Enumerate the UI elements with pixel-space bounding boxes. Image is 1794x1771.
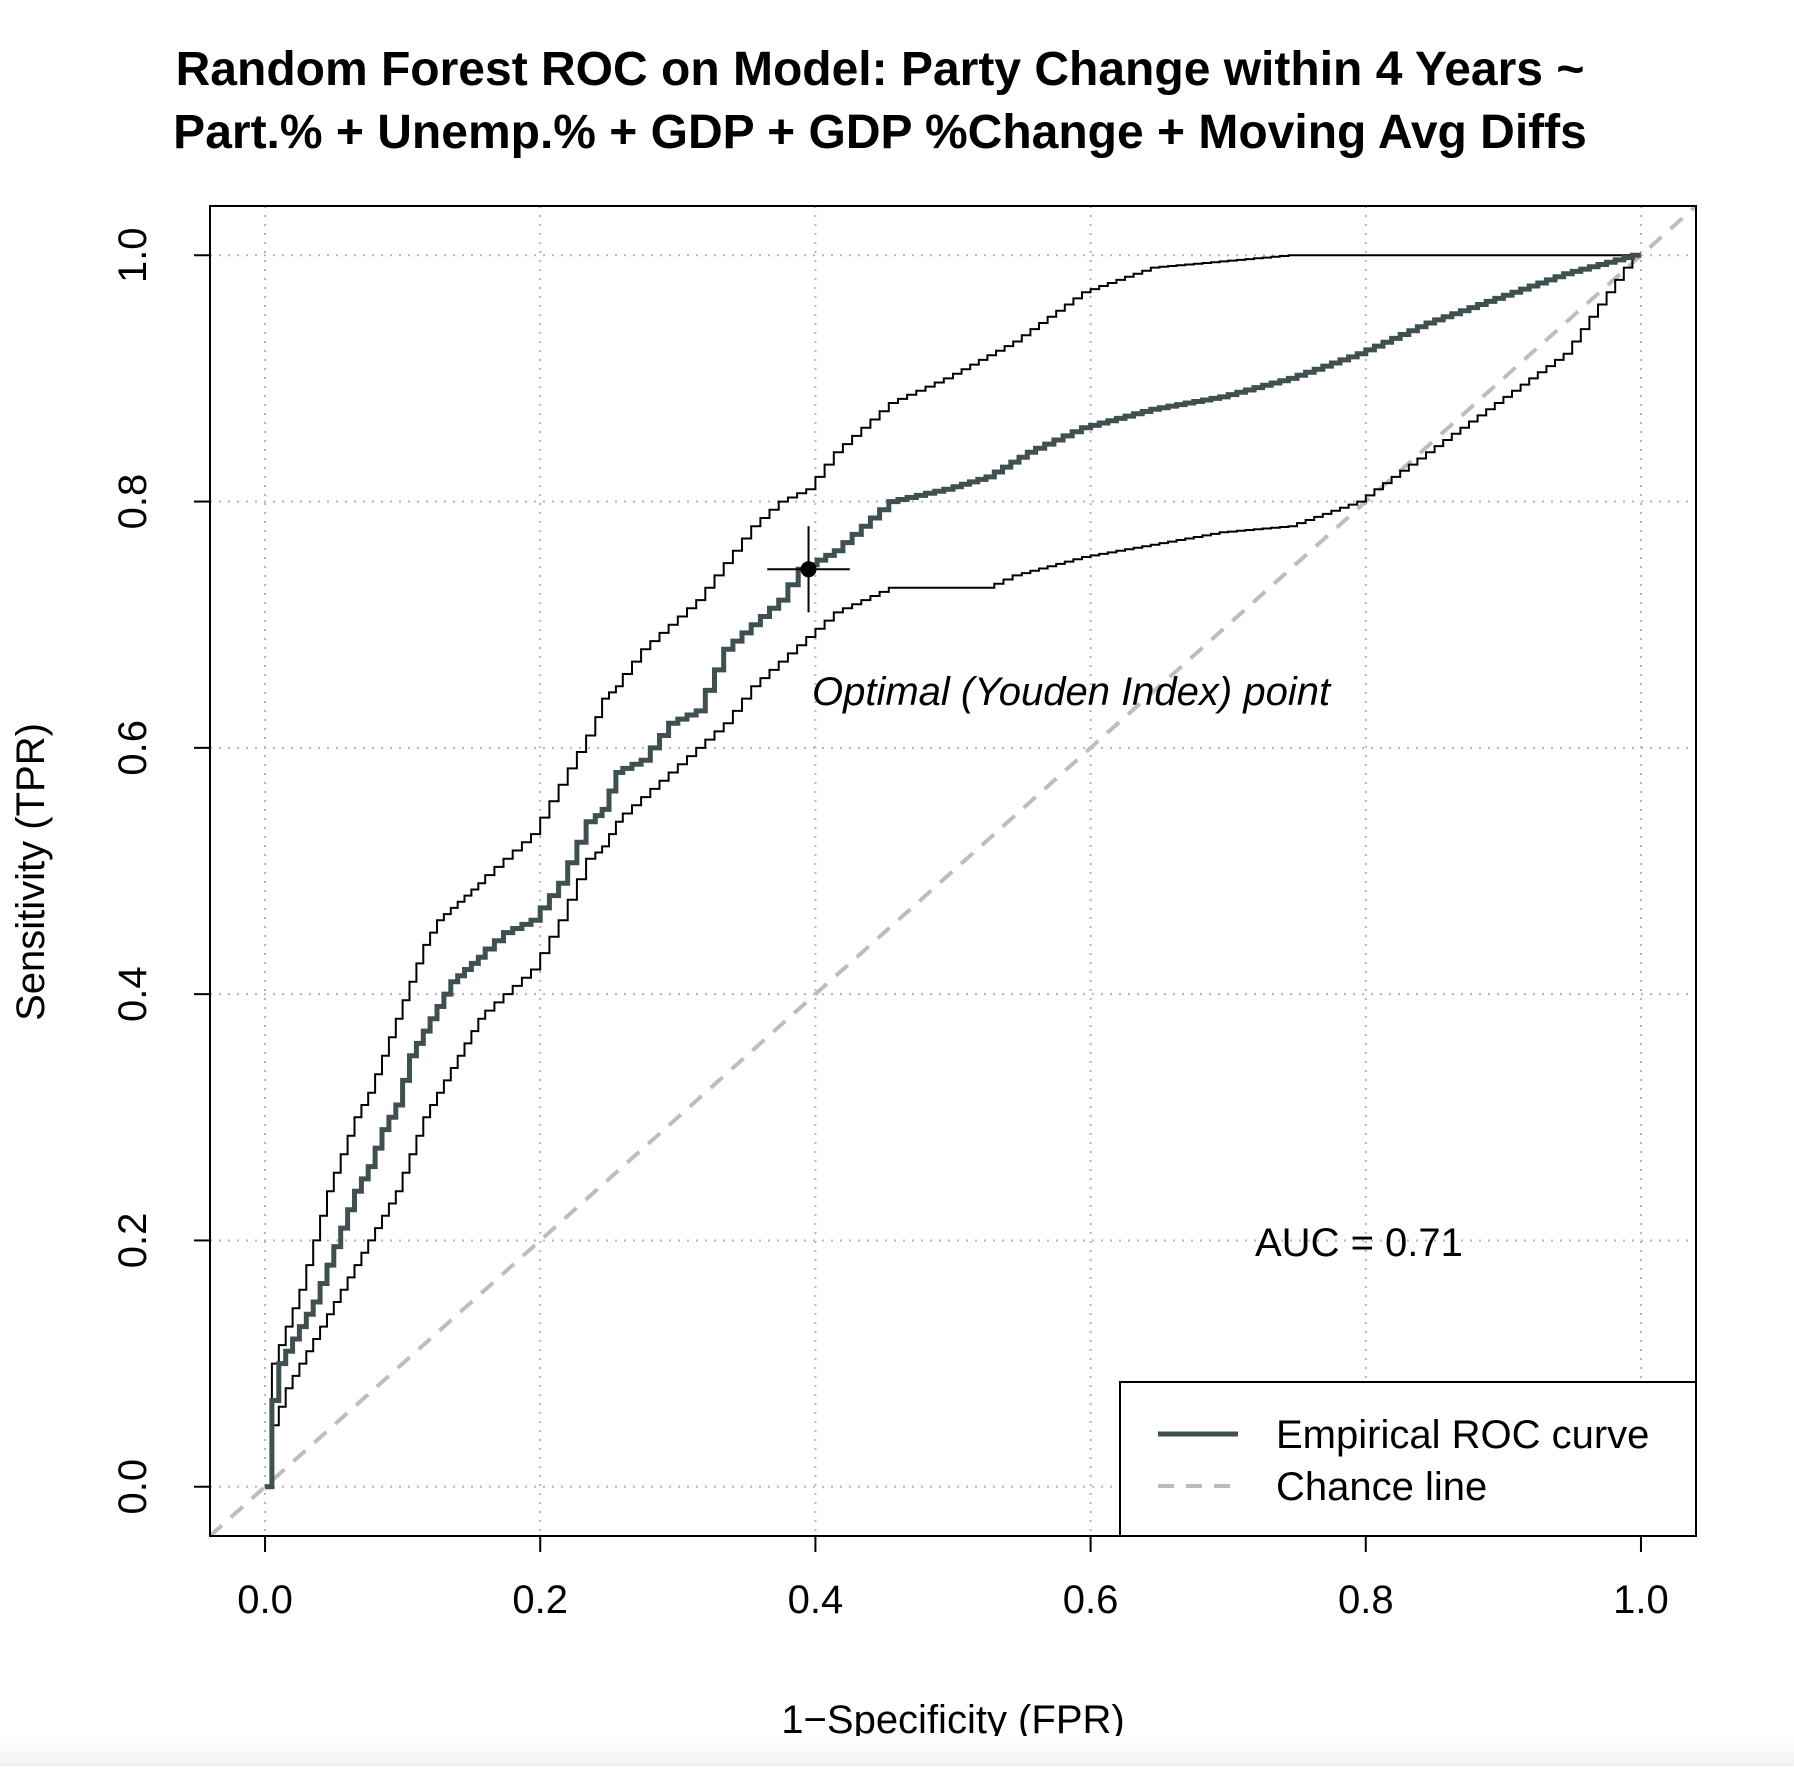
- chart-title-line-1: Random Forest ROC on Model: Party Change…: [176, 43, 1585, 96]
- bottom-shade: [0, 1736, 1794, 1766]
- auc-label: AUC = 0.71: [1255, 1221, 1463, 1265]
- x-axis-ticks: 0.0 0.2 0.4 0.6 0.8 1.0: [237, 1536, 1669, 1622]
- x-tick-label-0: 0.0: [237, 1578, 293, 1622]
- x-axis-title: 1−Specificity (FPR): [781, 1698, 1124, 1742]
- x-tick-label-1: 0.2: [512, 1578, 568, 1622]
- lower-ci-curve: [265, 254, 1641, 1488]
- legend: Empirical ROC curve Chance line: [1119, 1381, 1697, 1537]
- y-axis-ticks: 0.0 0.2 0.4 0.6 0.8 1.0: [111, 227, 210, 1515]
- plot-frame: [209, 205, 1697, 1537]
- legend-box: [1119, 1381, 1697, 1537]
- x-tick-label-3: 0.6: [1063, 1578, 1119, 1622]
- y-tick-label-4: 0.8: [111, 474, 155, 530]
- chance-line: [208, 204, 1698, 1538]
- y-tick-label-1: 0.2: [111, 1213, 155, 1269]
- y-tick-label-2: 0.4: [111, 966, 155, 1022]
- x-tick-label-2: 0.4: [788, 1578, 844, 1622]
- x-tick-label-4: 0.8: [1338, 1578, 1394, 1622]
- y-axis-title: Sensitivity (TPR): [9, 723, 53, 1021]
- grid-lines: [210, 206, 1696, 1536]
- y-tick-label-3: 0.6: [111, 720, 155, 776]
- series-layer: [208, 204, 1698, 1538]
- y-tick-label-5: 1.0: [111, 227, 155, 283]
- optimal-point-marker: [800, 561, 817, 578]
- x-tick-label-5: 1.0: [1613, 1578, 1669, 1622]
- optimal-point-label: Optimal (Youden Index) point: [812, 670, 1332, 714]
- chart-title-line-2: Part.% + Unemp.% + GDP + GDP %Change + M…: [173, 106, 1587, 159]
- legend-label-chance: Chance line: [1276, 1465, 1487, 1509]
- empirical-roc-curve: [265, 252, 1641, 1490]
- legend-label-roc: Empirical ROC curve: [1276, 1413, 1649, 1457]
- annotation-layer: [767, 526, 850, 613]
- upper-ci-curve: [265, 254, 1641, 1488]
- y-tick-label-0: 0.0: [111, 1459, 155, 1515]
